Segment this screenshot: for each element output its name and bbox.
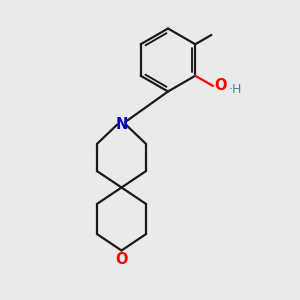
Text: O: O bbox=[115, 252, 128, 267]
Text: O: O bbox=[214, 78, 226, 94]
Text: N: N bbox=[115, 117, 128, 132]
Text: ·H: ·H bbox=[228, 83, 242, 96]
